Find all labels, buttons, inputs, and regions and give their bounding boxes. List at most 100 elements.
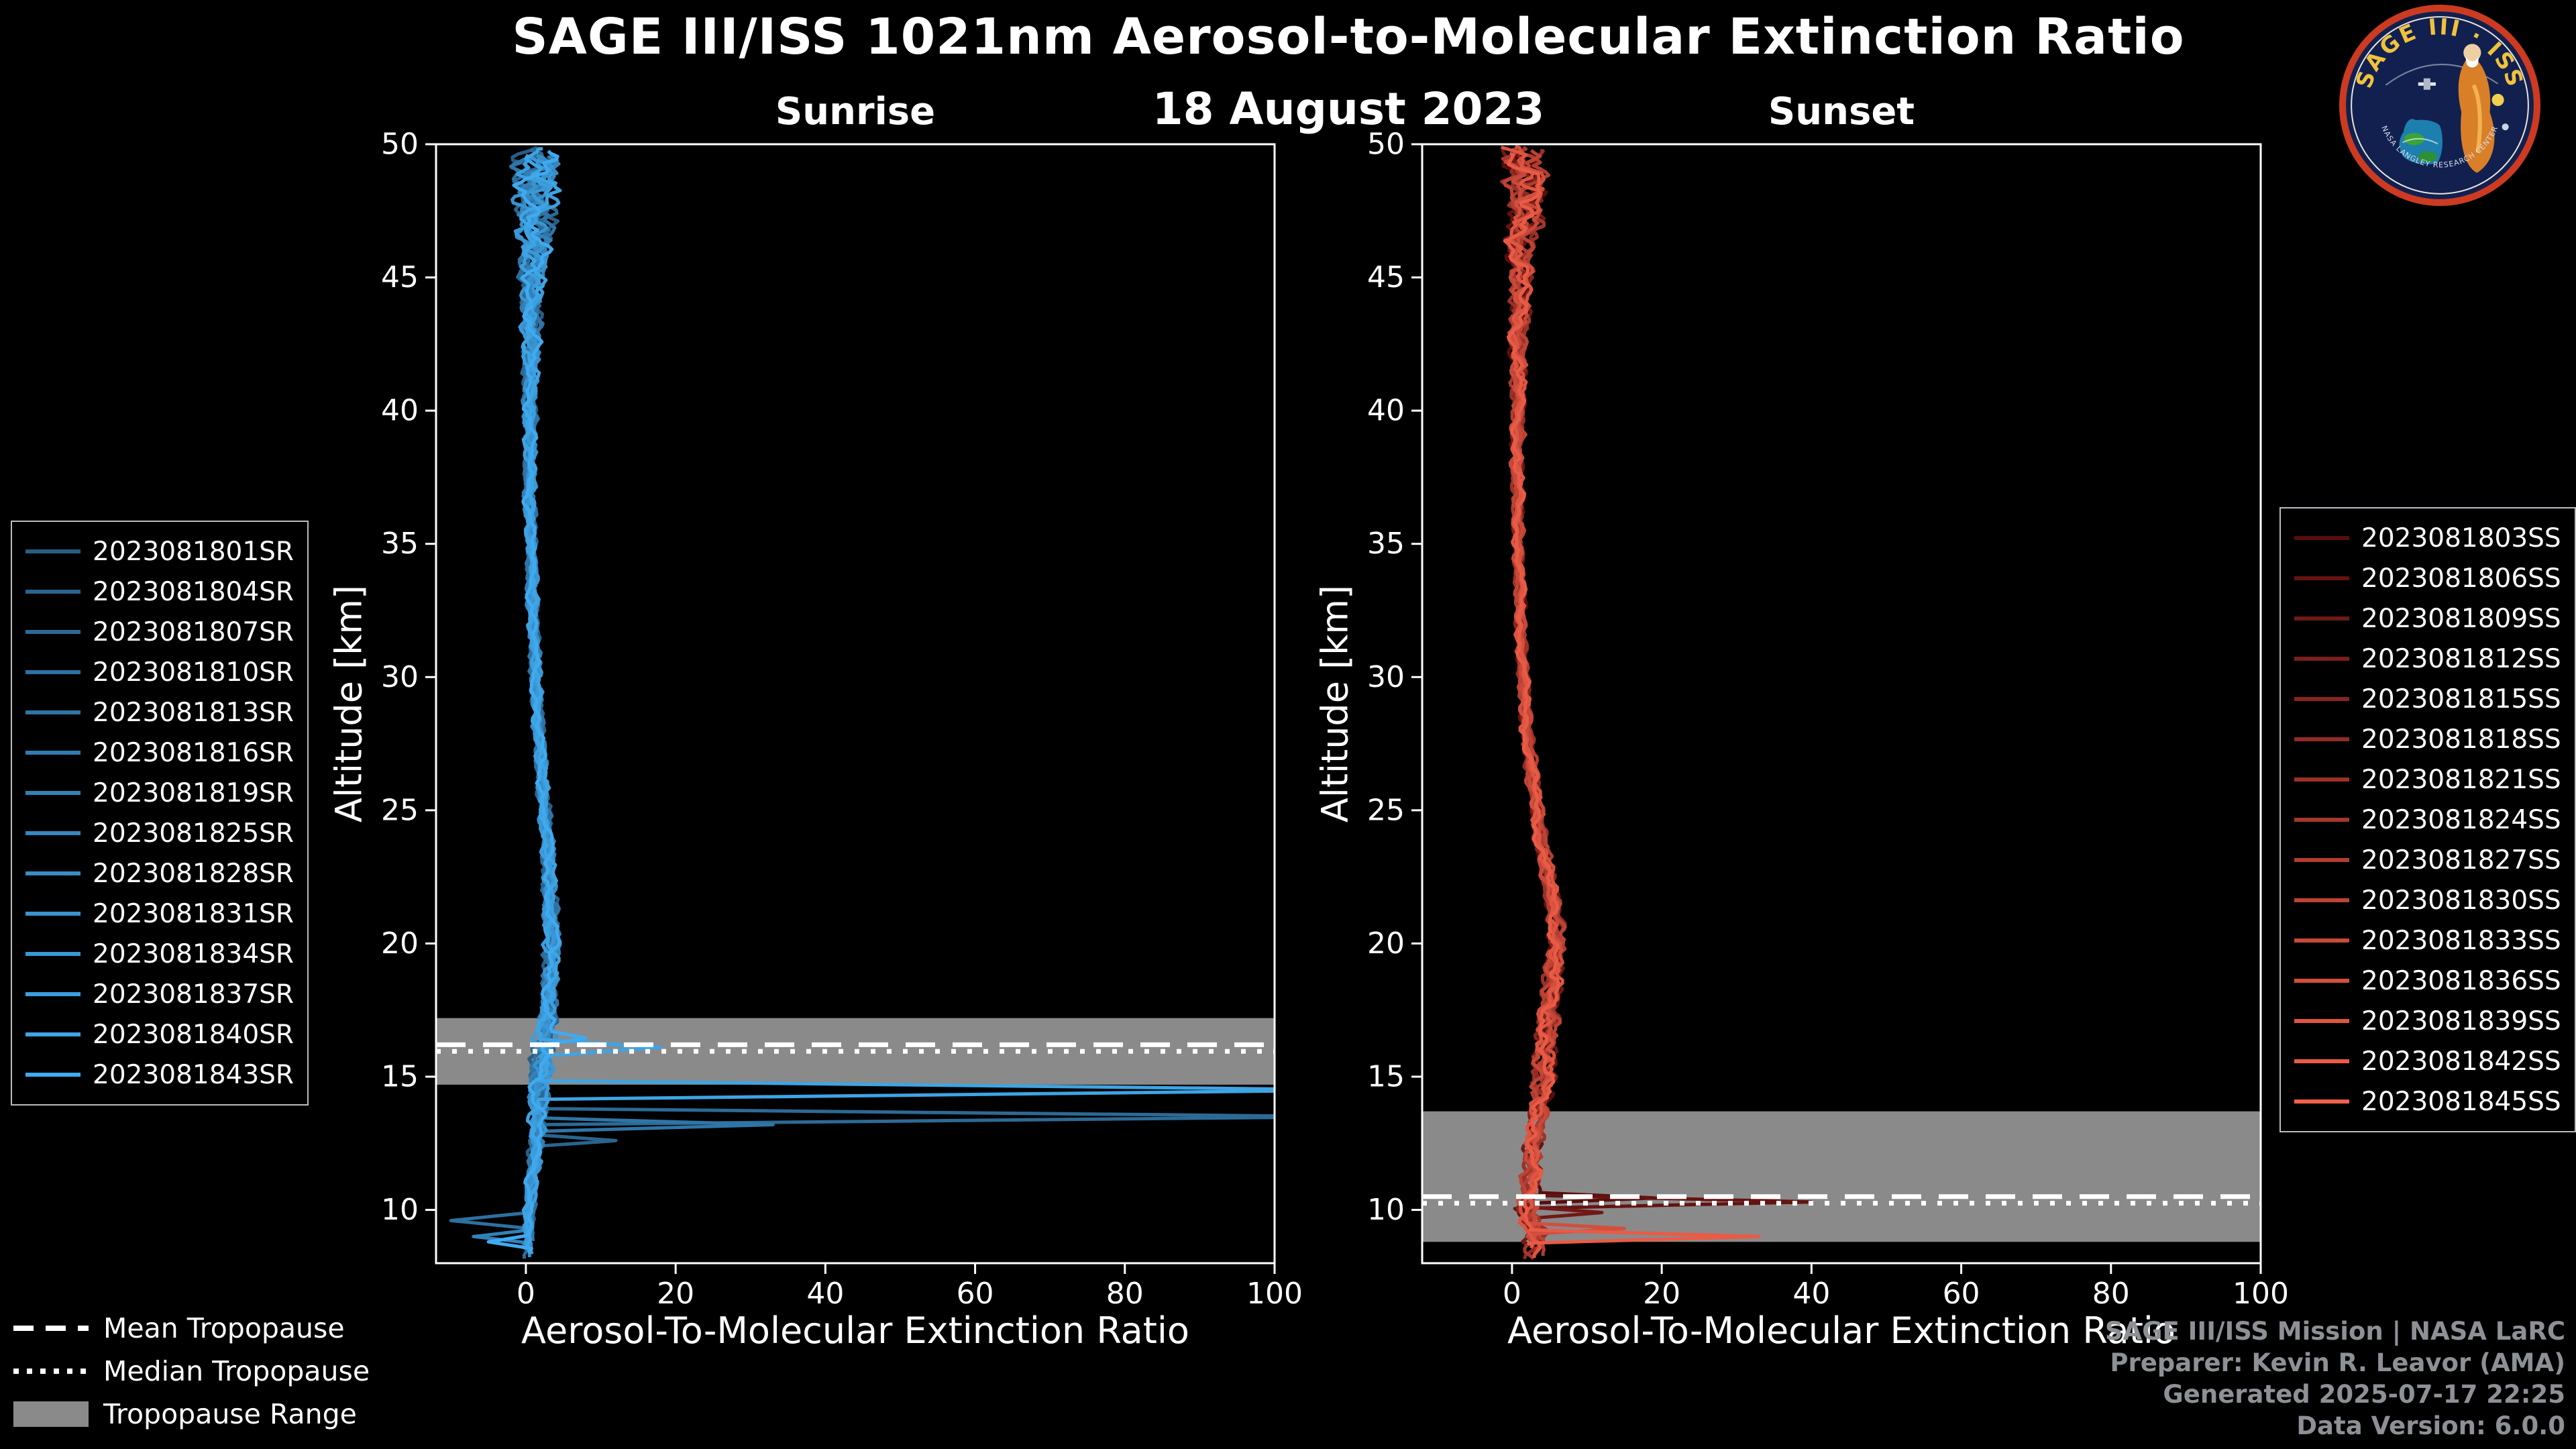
legend-item: 2023081801SR [25, 531, 294, 572]
legend-event-label: 2023081809SS [2361, 603, 2561, 634]
y-tick-label: 35 [1367, 527, 1405, 561]
legend-item: 2023081812SS [2294, 639, 2561, 679]
legend-event-label: 2023081819SR [93, 777, 294, 808]
legend-line-swatch [2294, 576, 2349, 580]
legend-event-label: 2023081825SR [93, 818, 294, 849]
legend-event-label: 2023081840SR [93, 1019, 294, 1050]
legend-event-label: 2023081833SS [2361, 925, 2561, 956]
patch-earth-cloud [2402, 138, 2438, 145]
sunrise-panel-title: Sunrise [775, 90, 936, 133]
patch-figure-head [2463, 44, 2481, 62]
legend-event-label: 2023081801SR [93, 536, 294, 567]
sunset-x-axis-label: Aerosol-To-Molecular Extinction Ratio [1507, 1309, 2176, 1352]
legend-item: 2023081803SS [2294, 518, 2561, 558]
legend-event-label: 2023081837SR [93, 979, 294, 1010]
legend-item: 2023081816SR [25, 733, 294, 773]
axes-frame [435, 143, 1276, 1265]
legend-item: 2023081842SS [2294, 1041, 2561, 1081]
profile-line [1503, 152, 1761, 1249]
sunrise-x-axis-label: Aerosol-To-Molecular Extinction Ratio [521, 1309, 1189, 1352]
legend-line-swatch [25, 791, 80, 795]
legend-event-label: 2023081810SR [93, 657, 294, 688]
profile-line [486, 150, 588, 1254]
legend-item: 2023081819SR [25, 773, 294, 813]
legend-event-label: 2023081824SS [2361, 804, 2561, 835]
sunset-panel-title: Sunset [1768, 90, 1915, 133]
axes-frame [1421, 143, 2262, 1265]
x-tick-label: 60 [1943, 1277, 1980, 1311]
legend-line-swatch [25, 831, 80, 835]
legend-event-label: 2023081806SS [2361, 563, 2561, 594]
tropopause-legend-item: Tropopause Range [13, 1393, 370, 1436]
legend-line-swatch [25, 871, 80, 875]
legend-line-swatch [25, 590, 80, 594]
y-tick-label: 20 [381, 926, 419, 961]
tropopause-band-swatch [13, 1401, 89, 1427]
legend-item: 2023081831SR [25, 894, 294, 934]
legend-event-label: 2023081803SS [2361, 523, 2561, 553]
legend-line-swatch [2294, 737, 2349, 741]
x-tick-label: 0 [517, 1277, 535, 1311]
profile-lines [1501, 146, 1813, 1260]
legend-event-label: 2023081816SR [93, 737, 294, 768]
x-tick-label: 20 [657, 1277, 694, 1311]
patch-moon [2502, 123, 2509, 131]
legend-line-swatch [2294, 979, 2349, 983]
legend-item: 2023081821SS [2294, 759, 2561, 800]
legend-line-swatch [2294, 1059, 2349, 1063]
legend-item: 2023081818SS [2294, 719, 2561, 759]
legend-event-label: 2023081821SS [2361, 764, 2561, 795]
legend-line-swatch [2294, 536, 2349, 540]
x-tick-label: 80 [2092, 1277, 2130, 1311]
legend-item: 2023081834SR [25, 934, 294, 974]
legend-line-swatch [2294, 1099, 2349, 1104]
legend-line-swatch [25, 751, 80, 755]
legend-item: 2023081830SS [2294, 880, 2561, 920]
patch-earth-land [2418, 151, 2437, 162]
credit-line-preparer: Preparer: Kevin R. Leavor (AMA) [2110, 1348, 2565, 1378]
x-tick-label: 100 [2233, 1277, 2289, 1311]
y-tick-label: 15 [381, 1060, 419, 1094]
tropopause-legend-label: Tropopause Range [103, 1398, 357, 1430]
y-tick-label: 10 [1367, 1193, 1405, 1227]
profile-line [511, 157, 562, 1252]
y-tick-label: 50 [1367, 127, 1405, 162]
legend-event-label: 2023081834SR [93, 938, 294, 969]
y-tick-label: 25 [1367, 793, 1405, 827]
legend-item: 2023081824SS [2294, 800, 2561, 840]
tropopause-dashed-swatch [13, 1326, 89, 1331]
legend-event-label: 2023081831SR [93, 898, 294, 929]
tropopause-legend-label: Median Tropopause [103, 1355, 370, 1387]
page-subtitle: 18 August 2023 [1152, 83, 1545, 135]
legend-item: 2023081839SS [2294, 1001, 2561, 1041]
patch-figure-robe [2458, 54, 2495, 173]
tropopause-legend: Mean Tropopause Median Tropopause Tropopau… [13, 1307, 370, 1436]
legend-line-swatch [2294, 616, 2349, 621]
y-tick-label: 45 [381, 260, 419, 294]
legend-line-swatch [2294, 898, 2349, 902]
y-tick-label: 10 [381, 1193, 419, 1227]
page-title: SAGE III/ISS 1021nm Aerosol-to-Molecular… [512, 8, 2185, 66]
legend-item: 2023081840SR [25, 1014, 294, 1055]
tropopause-legend-item: Median Tropopause [13, 1350, 370, 1393]
legend-event-label: 2023081818SS [2361, 724, 2561, 755]
legend-event-label: 2023081812SS [2361, 643, 2561, 674]
patch-iss [2418, 78, 2436, 90]
legend-line-swatch [25, 1032, 80, 1036]
legend-line-swatch [25, 1073, 80, 1077]
tropopause-range-band [1422, 1111, 2261, 1242]
legend-line-swatch [25, 549, 80, 553]
patch-sun [2491, 93, 2504, 107]
legend-line-swatch [2294, 777, 2349, 782]
legend-event-label: 2023081843SR [93, 1059, 294, 1090]
credit-line-generated: Generated 2025-07-17 22:25 [2163, 1380, 2565, 1409]
legend-line-swatch [2294, 858, 2349, 862]
x-tick-label: 80 [1106, 1277, 1144, 1311]
y-tick-label: 20 [1367, 926, 1405, 961]
x-tick-label: 100 [1246, 1277, 1303, 1311]
legend-line-swatch [2294, 1019, 2349, 1023]
legend-event-label: 2023081836SS [2361, 965, 2561, 996]
sunset-y-axis-label: Altitude [km] [1313, 584, 1356, 823]
legend-line-swatch [2294, 697, 2349, 701]
